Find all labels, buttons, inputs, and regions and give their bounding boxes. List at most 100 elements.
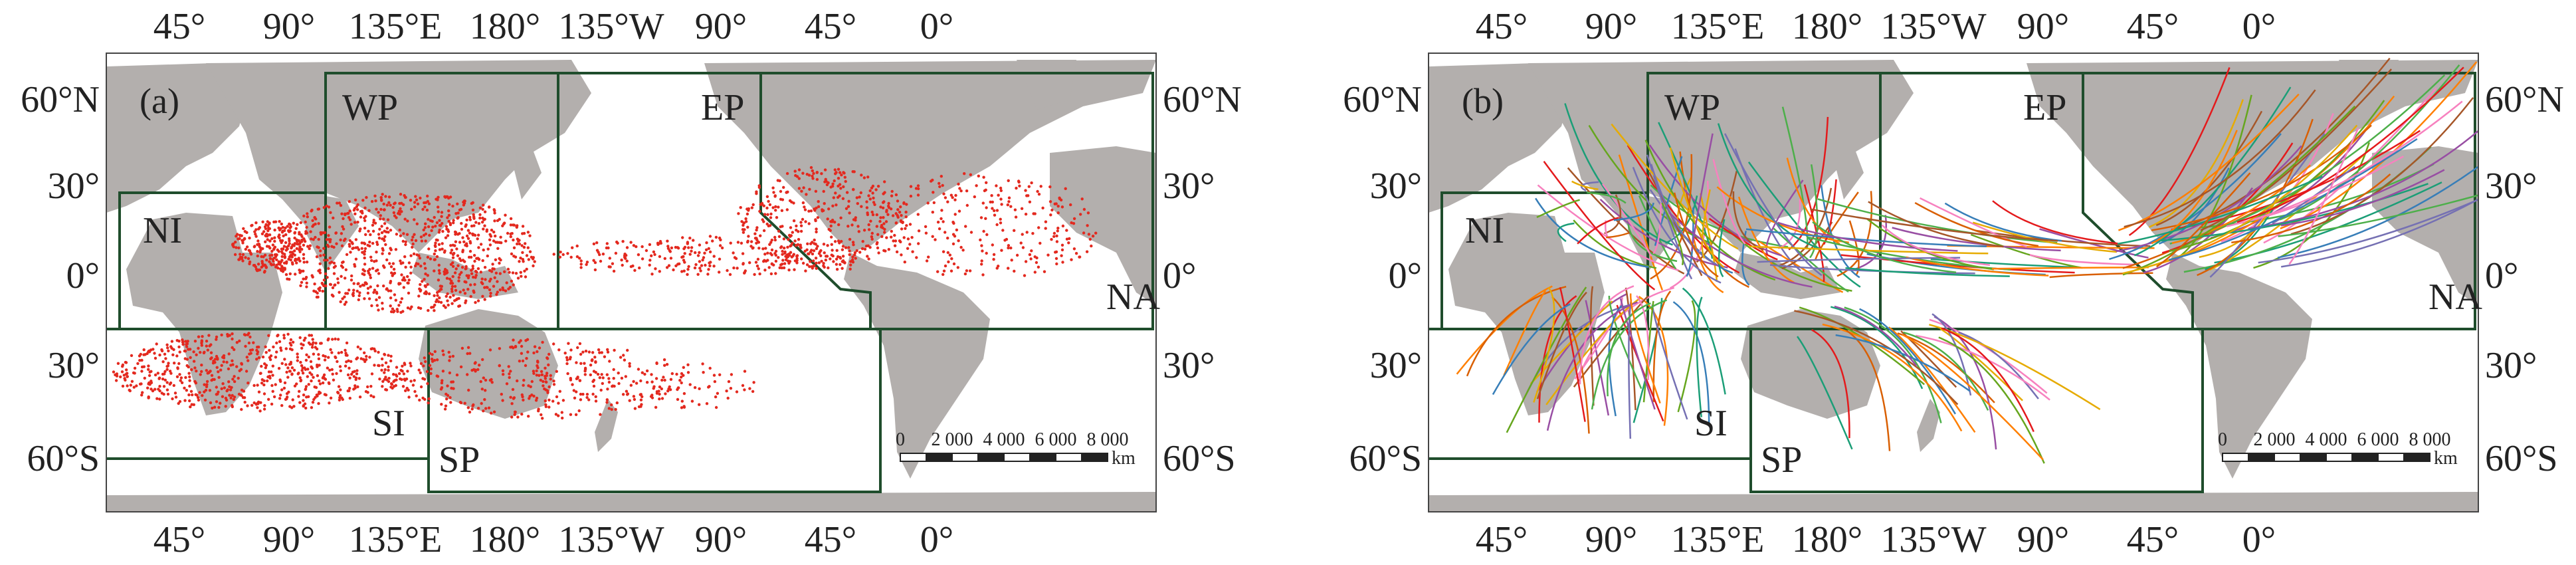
storm-point [380, 357, 384, 361]
storm-point [1060, 254, 1063, 257]
storm-point [460, 221, 463, 225]
storm-point [1061, 261, 1064, 264]
storm-point [848, 267, 852, 271]
storm-point [747, 207, 750, 211]
storm-points [112, 166, 1098, 420]
top-tick-label: 45° [2127, 6, 2179, 47]
storm-point [682, 255, 685, 259]
storm-point [312, 352, 316, 356]
storm-point [254, 403, 258, 406]
storm-point [528, 250, 532, 253]
storm-point [296, 352, 299, 356]
storm-point [378, 227, 381, 231]
storm-point [1055, 262, 1058, 266]
storm-point [324, 378, 328, 381]
storm-point [734, 257, 738, 261]
storm-point [284, 241, 288, 245]
storm-track [2124, 89, 2316, 228]
storm-point [310, 365, 313, 369]
storm-point [873, 203, 876, 206]
storm-point [555, 370, 558, 373]
storm-point [931, 235, 934, 238]
storm-point [361, 199, 365, 202]
storm-point [569, 413, 573, 416]
storm-point [663, 378, 666, 382]
storm-point [1035, 256, 1039, 260]
storm-point [456, 202, 459, 205]
storm-point [352, 282, 355, 285]
storm-point [316, 394, 319, 397]
storm-point [268, 239, 272, 243]
storm-point [185, 389, 188, 392]
storm-point [280, 403, 284, 407]
storm-point [686, 363, 690, 366]
storm-point [643, 372, 646, 376]
storm-point [252, 384, 256, 388]
storm-point [508, 271, 511, 274]
storm-point [565, 356, 569, 360]
storm-point [288, 251, 292, 254]
storm-point [546, 391, 549, 394]
storm-point [276, 248, 279, 252]
storm-point [443, 251, 446, 254]
storm-point [807, 222, 811, 225]
storm-point [322, 253, 326, 257]
storm-point [771, 206, 775, 209]
storm-track [1747, 161, 1861, 288]
storm-point [170, 340, 174, 343]
storm-point [774, 209, 777, 212]
storm-point [430, 358, 434, 361]
storm-point [220, 333, 223, 337]
storm-point [357, 248, 361, 251]
storm-point [606, 388, 609, 391]
storm-point [1065, 229, 1068, 232]
storm-point [203, 390, 206, 394]
scale-bar-segment [2274, 453, 2301, 462]
storm-point [854, 216, 858, 219]
storm-point [457, 279, 460, 282]
left-tick-label: 60°S [27, 438, 100, 479]
storm-point [462, 203, 466, 207]
storm-point [795, 175, 799, 178]
storm-point [830, 243, 834, 246]
storm-point [739, 206, 742, 209]
storm-point [549, 378, 552, 381]
storm-point [631, 264, 635, 268]
storm-point [295, 382, 298, 386]
storm-point [632, 395, 636, 398]
storm-point [813, 264, 816, 267]
storm-point [969, 173, 973, 176]
storm-point [956, 266, 960, 269]
storm-point [149, 370, 153, 373]
storm-point [403, 279, 407, 282]
storm-point [545, 372, 549, 375]
storm-point [304, 368, 307, 371]
storm-point [714, 235, 718, 239]
storm-point [698, 387, 701, 390]
left-tick-label: 30° [48, 345, 100, 386]
storm-point [224, 396, 228, 400]
storm-point [404, 240, 407, 243]
storm-point [389, 289, 393, 292]
storm-point [663, 257, 666, 261]
storm-point [348, 245, 351, 248]
storm-point [260, 262, 264, 265]
storm-point [310, 237, 313, 241]
storm-point [271, 364, 274, 368]
storm-point [809, 242, 813, 245]
region-label-na: NA [2428, 277, 2482, 318]
land-mass [1050, 146, 1156, 306]
storm-point [258, 246, 262, 250]
storm-point [312, 376, 315, 379]
storm-point [231, 359, 234, 362]
storm-point [795, 229, 798, 232]
storm-point [312, 397, 316, 401]
storm-point [379, 195, 383, 199]
storm-point [279, 394, 282, 397]
storm-point [1010, 259, 1013, 262]
storm-point [749, 240, 753, 243]
storm-point [520, 393, 524, 397]
storm-point [423, 278, 426, 281]
storm-point [963, 172, 966, 175]
storm-point [747, 235, 750, 238]
